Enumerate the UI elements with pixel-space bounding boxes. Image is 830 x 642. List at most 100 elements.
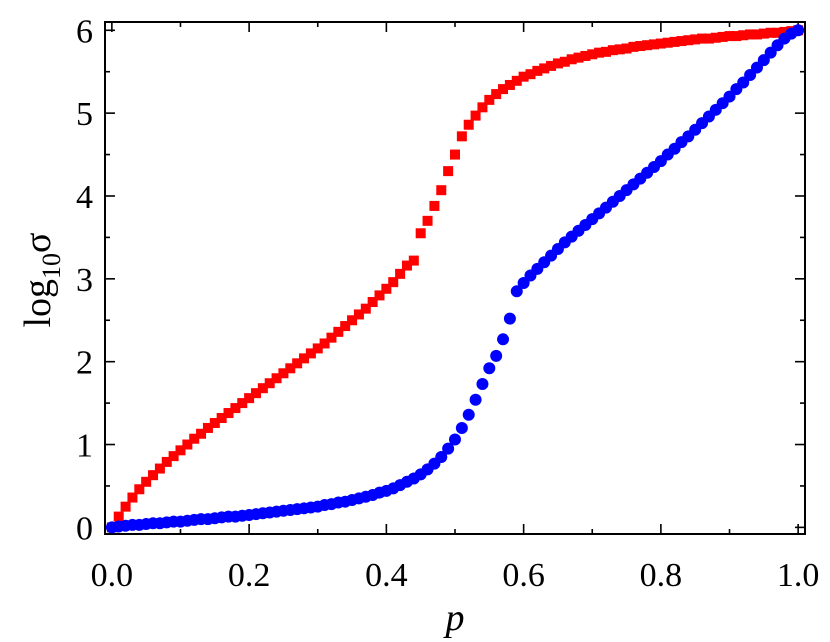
square-point <box>230 403 241 414</box>
square-point <box>353 309 364 320</box>
x-tick-label: 0.4 <box>365 557 408 594</box>
square-point <box>765 27 776 38</box>
square-point <box>127 492 138 503</box>
circle-point <box>490 349 503 362</box>
square-point <box>504 79 515 90</box>
square-point <box>642 40 653 51</box>
square-point <box>552 58 563 69</box>
square-point <box>168 451 179 462</box>
square-point <box>566 54 577 65</box>
square-point <box>436 185 447 196</box>
y-tick-label: 4 <box>76 179 93 216</box>
square-point <box>600 46 611 57</box>
square-point <box>209 417 220 428</box>
square-point <box>662 37 673 48</box>
square-point <box>607 45 618 56</box>
square-point <box>395 268 406 279</box>
x-tick-label: 0.8 <box>640 557 683 594</box>
square-point <box>401 260 412 271</box>
square-point <box>429 200 440 211</box>
square-point <box>422 215 433 226</box>
square-point <box>628 41 639 52</box>
circle-point <box>435 450 448 463</box>
square-point <box>669 36 680 47</box>
square-point <box>456 131 467 142</box>
square-point <box>134 484 145 495</box>
circle-point <box>462 408 475 421</box>
y-axis-label-main: log <box>17 279 59 328</box>
square-point <box>594 47 605 58</box>
square-point <box>745 29 756 40</box>
square-point <box>580 50 591 61</box>
y-tick-label: 3 <box>76 262 93 299</box>
square-point <box>491 89 502 100</box>
x-tick-label: 0.6 <box>502 557 545 594</box>
square-point <box>621 43 632 54</box>
square-point <box>257 383 268 394</box>
y-axis-label-sub: 10 <box>37 253 66 279</box>
square-point <box>772 27 783 38</box>
square-point <box>751 29 762 40</box>
series-circles <box>105 24 805 534</box>
square-point <box>546 60 557 71</box>
circle-point <box>455 421 468 434</box>
square-point <box>216 413 227 424</box>
square-point <box>697 33 708 44</box>
square-point <box>649 39 660 50</box>
square-point <box>655 38 666 49</box>
square-point <box>271 373 282 384</box>
square-point <box>676 36 687 47</box>
square-point <box>532 65 543 76</box>
square-point <box>113 511 124 522</box>
square-point <box>237 398 248 409</box>
square-point <box>202 422 213 433</box>
square-point <box>182 439 193 450</box>
square-point <box>381 283 392 294</box>
y-axis-label-symbol: σ <box>17 232 59 252</box>
square-point <box>360 303 371 314</box>
square-point <box>635 41 646 52</box>
square-point <box>148 470 159 481</box>
square-point <box>196 428 207 439</box>
y-tick-label: 5 <box>76 96 93 133</box>
square-point <box>161 456 172 467</box>
square-point <box>450 149 460 160</box>
y-tick-label: 0 <box>76 510 93 547</box>
square-point <box>690 34 701 45</box>
circle-point <box>792 24 805 37</box>
square-point <box>463 119 474 130</box>
plot-frame <box>104 21 806 535</box>
square-point <box>470 110 481 121</box>
y-axis-label-group: log10σ <box>17 232 66 327</box>
circle-point <box>503 312 516 325</box>
square-point <box>477 102 488 113</box>
circle-point <box>497 333 510 346</box>
square-point <box>141 476 152 487</box>
y-tick-label: 1 <box>76 428 93 465</box>
axis-ticks <box>105 22 805 534</box>
circle-point <box>510 285 523 298</box>
square-point <box>703 33 714 44</box>
square-point <box>340 321 351 332</box>
square-point <box>559 56 570 67</box>
square-point <box>326 332 337 343</box>
square-point <box>738 30 749 41</box>
square-point <box>250 388 261 399</box>
square-point <box>223 408 234 419</box>
square-point <box>312 343 323 354</box>
x-axis-label: p <box>443 597 465 639</box>
square-point <box>779 26 790 37</box>
square-point <box>484 94 495 105</box>
y-tick-label: 2 <box>76 345 93 382</box>
y-tick-label: 6 <box>76 13 93 50</box>
square-point <box>154 463 165 474</box>
square-point <box>525 69 536 80</box>
square-point <box>415 228 426 239</box>
square-point <box>347 315 358 326</box>
square-point <box>683 35 694 46</box>
square-point <box>244 393 255 404</box>
square-point <box>319 338 330 349</box>
square-point <box>175 445 186 456</box>
square-point <box>731 31 742 42</box>
